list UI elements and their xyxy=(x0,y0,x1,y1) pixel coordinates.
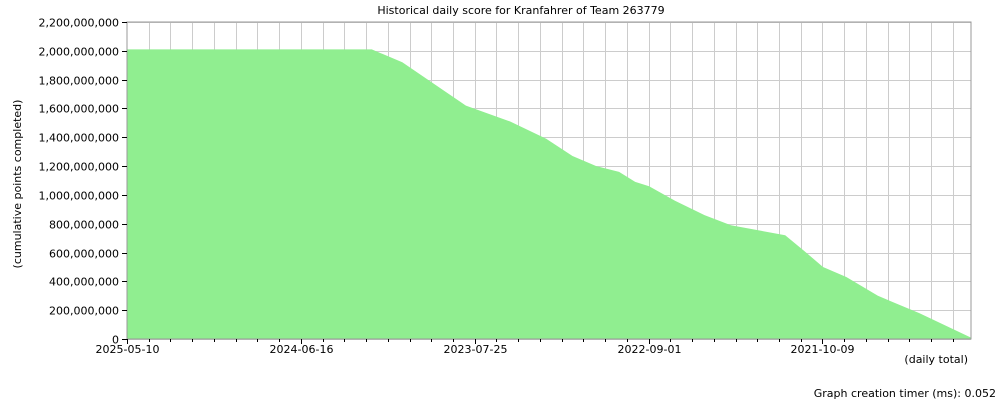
y-tick-label: 2,000,000,000 xyxy=(39,46,119,59)
series-area xyxy=(127,49,971,340)
y-tick-label: 800,000,000 xyxy=(49,219,119,232)
x-tick-label: 2021-10-09 xyxy=(791,343,855,356)
y-tick-label: 600,000,000 xyxy=(49,248,119,261)
graph-timer-text: Graph creation timer (ms): 0.052 xyxy=(814,387,996,400)
x-tick-label: 2023-07-25 xyxy=(444,343,508,356)
y-axis: 0 200,000,000 400,000,000 600,000,000 800,00… xyxy=(39,17,127,347)
series-area-layer xyxy=(127,49,971,340)
x-tick-label: 2025-05-10 xyxy=(96,343,160,356)
y-tick-label: 1,800,000,000 xyxy=(39,75,119,88)
x-tick-label: 2022-09-01 xyxy=(618,343,682,356)
y-tick-label: 400,000,000 xyxy=(49,276,119,289)
x-tick-label: 2024-06-16 xyxy=(270,343,334,356)
plot-frame xyxy=(126,21,972,340)
y-tick-label: 2,200,000,000 xyxy=(39,17,119,30)
y-tick-label: 1,600,000,000 xyxy=(39,103,119,116)
y-axis-label: (cumulative points completed) xyxy=(11,100,24,269)
y-tick-label: 200,000,000 xyxy=(49,305,119,318)
y-tick-label: 1,400,000,000 xyxy=(39,132,119,145)
y-tick-label: 1,200,000,000 xyxy=(39,161,119,174)
x-axis: 2025-05-10 2024-06-16 2023-07-25 2022-09-01… xyxy=(96,339,954,356)
y-tick-label: 0 xyxy=(112,334,119,347)
chart-title: Historical daily score for Kranfahrer of… xyxy=(377,4,664,17)
x-axis-label: (daily total) xyxy=(904,353,968,366)
y-tick-label: 1,000,000,000 xyxy=(39,190,119,203)
